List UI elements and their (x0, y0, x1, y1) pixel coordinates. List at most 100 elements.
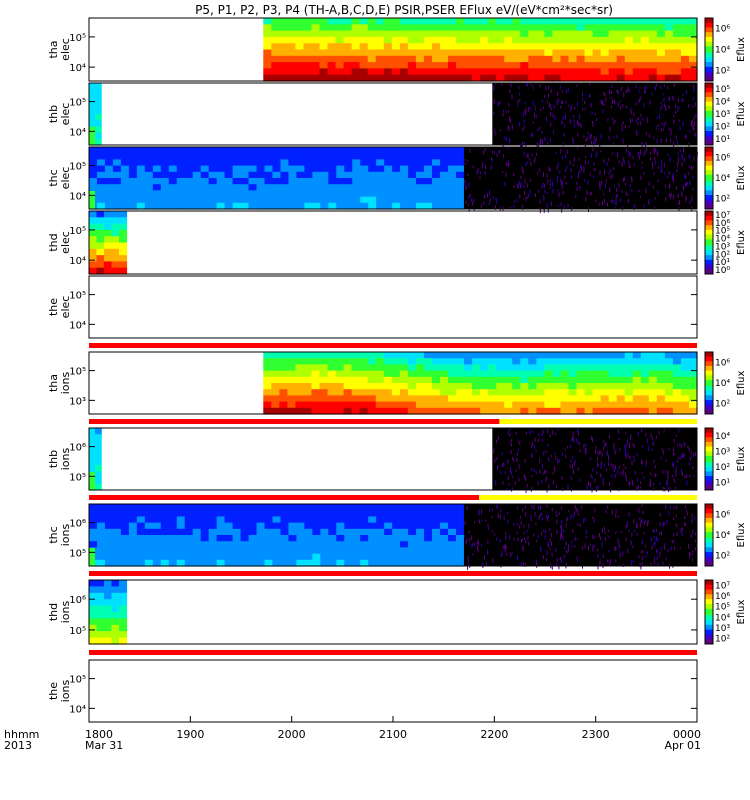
spectrogram-cell (439, 364, 449, 372)
noise-cell (659, 551, 661, 554)
noise-cell (555, 455, 557, 460)
spectrogram-cell (120, 510, 130, 517)
noise-cell (587, 132, 589, 135)
colorbar-cell (705, 637, 713, 640)
spectrogram-cell (176, 541, 186, 548)
spectrogram-cell (520, 370, 529, 378)
spectrogram-cell (311, 401, 321, 409)
spectrogram-cell (367, 370, 377, 378)
noise-cell (517, 439, 519, 443)
spectrogram-cell (160, 528, 170, 536)
noise-cell (639, 96, 641, 101)
colorbar-cell (705, 361, 713, 364)
spectrogram-cell (295, 55, 305, 63)
noise-cell (546, 513, 548, 518)
noise-cell (686, 474, 688, 479)
spectrogram-cell (464, 62, 473, 69)
colorbar-cell (705, 535, 713, 538)
spectrogram-cell (89, 147, 98, 154)
spectrogram-cell (504, 376, 513, 384)
spectrogram-cell (104, 631, 113, 639)
spectrogram-cell (375, 55, 385, 63)
spectrogram-cell (440, 178, 449, 185)
spectrogram-cell (112, 535, 122, 542)
spectrogram-cell (504, 395, 513, 403)
spectrogram-cell (272, 516, 282, 524)
noise-cell (527, 83, 529, 87)
spectrogram-cell (376, 504, 385, 511)
spectrogram-cell (287, 383, 297, 390)
spectrogram-cell (136, 516, 146, 524)
noise-cell (499, 514, 501, 520)
spectrogram-cell (248, 165, 258, 173)
spectrogram-cell (104, 196, 114, 204)
noise-cell (633, 455, 635, 459)
noise-cell (546, 550, 548, 556)
spectrogram-cell (272, 196, 282, 204)
spectrogram-cell (152, 147, 162, 154)
spectrogram-cell (89, 592, 98, 600)
spectrogram-cell (640, 370, 650, 378)
spectrogram-cell (336, 184, 345, 191)
spectrogram-cell (248, 196, 258, 204)
spectrogram-cell (287, 358, 297, 365)
noise-cell (605, 183, 606, 189)
spectrogram-cell (360, 553, 369, 561)
spectrogram-cell (216, 547, 226, 555)
spectrogram-cell (423, 383, 433, 390)
spectrogram-cell (89, 171, 98, 179)
noise-cell (510, 449, 512, 455)
spectrogram-cell (89, 223, 98, 231)
spectrogram-cell (352, 190, 361, 198)
noise-cell (532, 100, 534, 106)
spectrogram-cell (89, 101, 96, 109)
spectrogram-cell (592, 68, 602, 76)
spectrogram-cell (376, 559, 385, 567)
spectrogram-cell (240, 510, 250, 517)
noise-cell (612, 100, 613, 104)
noise-cell (574, 536, 576, 542)
spectrogram-cell (128, 541, 138, 548)
spectrogram-cell (439, 395, 449, 403)
spectrogram-cell (104, 522, 114, 530)
spectrogram-cell (383, 43, 393, 51)
noise-cell (693, 87, 695, 92)
noise-cell (481, 544, 482, 547)
noise-cell (687, 445, 689, 448)
noise-cell (482, 563, 484, 568)
spectrogram-cell (464, 389, 473, 396)
spectrogram-cell (176, 553, 186, 561)
spectrogram-cell (368, 147, 377, 154)
spectrogram-cell (312, 171, 321, 179)
spectrogram-cell (400, 165, 409, 173)
spectrogram-cell (176, 178, 186, 185)
spectrogram-cell (512, 352, 521, 359)
spectrogram-cell (512, 49, 521, 57)
noise-cell (556, 458, 558, 464)
noise-cell (676, 531, 678, 536)
spectrogram-cell (89, 89, 96, 96)
spectrogram-cell (359, 36, 369, 44)
spectrogram-cell (287, 68, 297, 76)
spectrogram-cell (128, 547, 138, 555)
noise-cell (484, 196, 485, 199)
spectrogram-cell (295, 68, 305, 76)
spectrogram-cell (96, 242, 105, 250)
spectrogram-cell (416, 559, 425, 567)
spectrogram-cell (536, 358, 545, 365)
spectrogram-cell (104, 516, 114, 524)
spectrogram-cell (89, 465, 96, 472)
spectrogram-cell (288, 553, 298, 561)
spectrogram-cell (95, 114, 102, 121)
spectrogram-cell (320, 184, 329, 191)
spectrogram-cell (311, 30, 321, 38)
noise-cell (630, 176, 632, 180)
noise-cell (597, 462, 598, 467)
spectrogram-cell (576, 364, 586, 372)
noise-cell (637, 478, 639, 482)
noise-cell (650, 562, 652, 567)
noise-cell (654, 206, 656, 210)
noise-cell (545, 86, 547, 91)
colorbar-cell (705, 428, 713, 431)
spectrogram-cell (367, 49, 377, 57)
